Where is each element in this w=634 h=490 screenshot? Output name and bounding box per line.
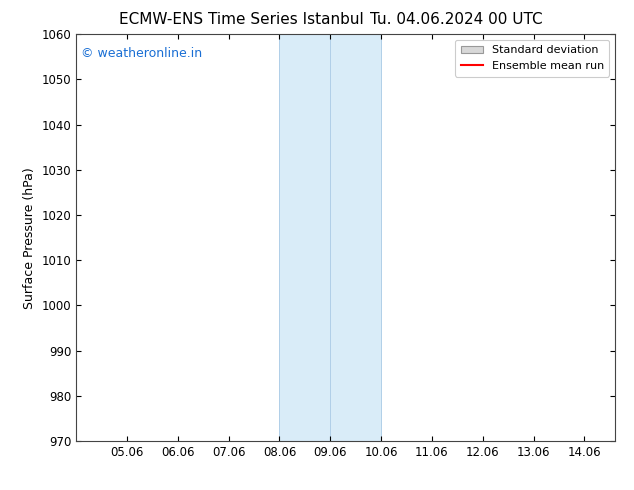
Bar (280, 34, 381, 441)
Text: ECMW-ENS Time Series Istanbul: ECMW-ENS Time Series Istanbul (119, 12, 363, 27)
Text: Tu. 04.06.2024 00 UTC: Tu. 04.06.2024 00 UTC (370, 12, 543, 27)
Legend: Standard deviation, Ensemble mean run: Standard deviation, Ensemble mean run (455, 40, 609, 76)
Text: © weatheronline.in: © weatheronline.in (81, 47, 203, 59)
Y-axis label: Surface Pressure (hPa): Surface Pressure (hPa) (23, 167, 36, 309)
